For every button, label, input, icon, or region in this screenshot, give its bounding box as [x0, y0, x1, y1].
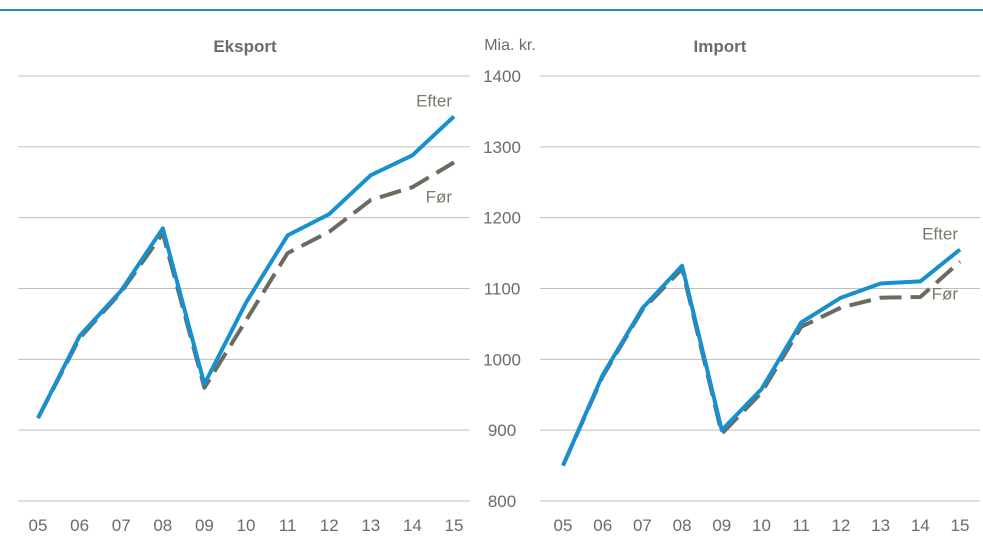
x-tick-label: 06 — [70, 516, 89, 535]
x-tick-label: 11 — [279, 516, 297, 535]
x-tick-label: 07 — [633, 516, 652, 535]
y-tick-label: 1000 — [483, 350, 521, 369]
x-tick-label: 07 — [112, 516, 131, 535]
x-tick-label: 15 — [951, 516, 970, 535]
y-tick-label: 800 — [488, 492, 516, 511]
series-label-eksport-foer: Før — [426, 187, 453, 206]
x-tick-label: 05 — [29, 516, 48, 535]
x-tick-label: 13 — [361, 516, 380, 535]
series-line-import-efter — [561, 247, 962, 467]
series-line-eksport-efter — [36, 114, 456, 420]
series-label-import-efter: Efter — [922, 225, 958, 244]
panel-title-eksport: Eksport — [213, 37, 277, 56]
x-tick-label: 15 — [445, 516, 464, 535]
y-tick-label: 1300 — [483, 138, 521, 157]
panel-title-import: Import — [694, 37, 747, 56]
y-tick-label: 1200 — [483, 209, 521, 228]
x-tick-label: 08 — [153, 516, 172, 535]
x-tick-label: 14 — [403, 516, 422, 535]
header-rule — [0, 9, 983, 11]
y-tick-label: 1100 — [484, 280, 521, 299]
x-tick-label: 05 — [554, 516, 573, 535]
series-line-import-foer — [561, 260, 962, 467]
x-tick-label: 13 — [871, 516, 890, 535]
series-label-eksport-efter: Efter — [416, 91, 452, 110]
x-tick-label: 10 — [237, 516, 256, 535]
x-tick-label: 12 — [320, 516, 339, 535]
x-tick-label: 10 — [752, 516, 771, 535]
series-line-eksport-foer — [36, 160, 456, 420]
y-tick-label: 900 — [488, 421, 516, 440]
x-tick-label: 09 — [712, 516, 731, 535]
y-axis-unit: Mia. kr. — [484, 37, 536, 54]
y-tick-label: 1400 — [483, 67, 521, 86]
x-tick-label: 12 — [831, 516, 850, 535]
x-tick-label: 09 — [195, 516, 214, 535]
x-tick-label: 06 — [593, 516, 612, 535]
x-tick-label: 11 — [792, 516, 810, 535]
x-tick-label: 14 — [911, 516, 930, 535]
series-label-import-foer: Før — [932, 285, 959, 304]
x-tick-label: 08 — [673, 516, 692, 535]
